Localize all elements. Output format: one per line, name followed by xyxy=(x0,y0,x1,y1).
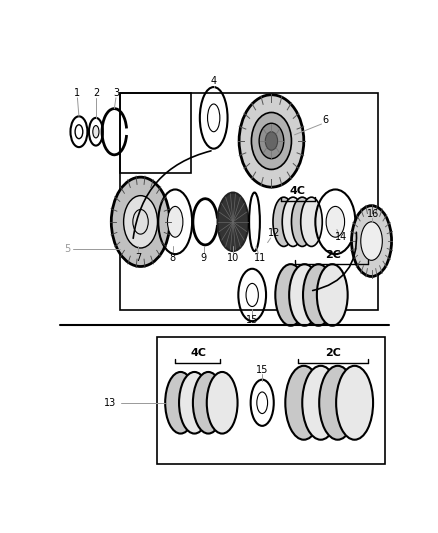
Ellipse shape xyxy=(326,206,345,237)
Text: 13: 13 xyxy=(104,398,116,408)
Text: 4C: 4C xyxy=(190,348,206,358)
Ellipse shape xyxy=(265,132,278,150)
Ellipse shape xyxy=(276,264,306,326)
Bar xyxy=(120,93,191,173)
Text: 14: 14 xyxy=(335,232,347,242)
Text: 7: 7 xyxy=(135,253,141,263)
Text: 12: 12 xyxy=(268,228,280,238)
Ellipse shape xyxy=(291,197,313,246)
Ellipse shape xyxy=(301,197,322,246)
Bar xyxy=(157,337,385,464)
Text: 11: 11 xyxy=(254,253,266,263)
Text: 8: 8 xyxy=(170,253,176,263)
Ellipse shape xyxy=(111,177,170,266)
Ellipse shape xyxy=(273,197,294,246)
Text: 3: 3 xyxy=(113,88,119,98)
Text: 5: 5 xyxy=(64,244,71,254)
Ellipse shape xyxy=(282,197,304,246)
Ellipse shape xyxy=(317,264,348,326)
Ellipse shape xyxy=(165,372,196,433)
Ellipse shape xyxy=(124,196,158,248)
Text: 4C: 4C xyxy=(290,186,306,196)
Ellipse shape xyxy=(218,192,248,251)
Ellipse shape xyxy=(352,206,392,277)
Text: 2: 2 xyxy=(93,88,99,98)
Ellipse shape xyxy=(193,372,224,433)
Ellipse shape xyxy=(239,95,304,187)
Text: 6: 6 xyxy=(322,115,328,125)
Ellipse shape xyxy=(303,264,334,326)
Text: 2C: 2C xyxy=(325,250,341,260)
Text: 4: 4 xyxy=(211,76,217,86)
Text: 1: 1 xyxy=(74,88,81,98)
Ellipse shape xyxy=(285,366,322,440)
Ellipse shape xyxy=(179,372,210,433)
Ellipse shape xyxy=(259,123,284,159)
Ellipse shape xyxy=(336,366,373,440)
Ellipse shape xyxy=(93,126,99,138)
Ellipse shape xyxy=(361,222,382,260)
Text: 10: 10 xyxy=(227,253,239,263)
Text: 15: 15 xyxy=(246,316,258,325)
Ellipse shape xyxy=(319,366,356,440)
Text: 16: 16 xyxy=(367,209,379,219)
Text: 2C: 2C xyxy=(325,348,341,358)
Ellipse shape xyxy=(302,366,339,440)
Bar xyxy=(120,93,378,310)
Text: 15: 15 xyxy=(256,366,268,375)
Ellipse shape xyxy=(207,372,237,433)
Ellipse shape xyxy=(251,112,291,169)
Ellipse shape xyxy=(167,206,183,237)
Text: 9: 9 xyxy=(201,253,207,263)
Ellipse shape xyxy=(289,264,320,326)
